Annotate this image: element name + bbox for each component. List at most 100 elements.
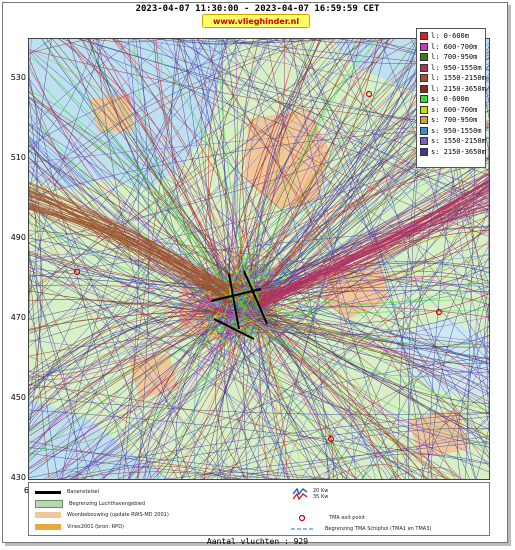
flight-track [189,310,220,348]
flight-track [29,283,221,415]
legend-swatch [420,32,428,41]
flight-track [239,39,322,302]
flight-track [487,136,489,278]
flight-track [225,39,321,294]
flight-track [218,39,254,308]
flight-track [235,298,291,479]
flight-track [144,39,256,303]
flight-track [355,465,389,479]
flight-track [199,310,233,315]
legend-swatch [420,95,428,104]
tma-exit-points [73,90,443,443]
flight-track [29,310,225,332]
y-tick-450: 450 [10,393,26,402]
legend-swatch [420,105,428,114]
flight-track [235,39,268,320]
flight-track [227,318,253,342]
flight-track [29,208,230,299]
flight-track [29,203,230,300]
flight-track [258,174,489,309]
flight-track [29,55,247,315]
flight-track [486,299,489,420]
flight-track [475,283,489,398]
flight-track [219,254,489,289]
flight-track [180,181,489,479]
legend-entry: s: 0-600m [420,94,483,105]
legend-swatch [420,116,428,125]
flight-track [81,39,241,299]
flight-track [231,279,261,312]
flight-track [241,39,260,299]
flight-track [157,304,240,479]
flight-track [247,286,465,479]
legend-swatch [420,137,428,146]
flight-track [166,39,337,43]
flight-track [229,39,310,306]
site-link[interactable]: www.vlieghinder.nl [202,14,310,28]
legend-swatch [420,42,428,51]
flight-track [258,190,489,302]
flight-track [235,229,489,311]
flight-track [231,314,489,390]
flight-track [29,96,225,318]
legend-label: l: 1550-2150m [431,74,486,83]
flight-track [29,39,279,147]
flight-track [249,328,267,352]
legend-label: l: 950-1550m [431,63,482,72]
legend-entry: l: 2150-3650m [420,84,486,95]
flight-track [29,453,285,479]
flight-track [148,304,256,479]
flight-track [253,39,441,293]
key-runway-label: Banenstelsel [67,489,100,495]
flight-track [214,261,258,285]
key-airport-label: Begrenzing Luchthavengebied [69,501,146,507]
key-housing: Woonbebouwing (update RWS-MD 2001) [35,512,169,518]
flight-tracks [29,39,489,479]
flight-track [29,412,489,478]
flight-track [29,181,230,285]
flight-track [29,39,350,392]
flight-track [29,203,254,324]
flight-track [206,309,223,314]
flight-track [219,320,489,445]
flight-track [269,39,489,287]
flight-track [29,321,221,434]
legend-swatch [420,126,428,135]
flight-track [256,288,489,363]
speed-label-high: 35 Kw [313,494,329,500]
legend-swatch [420,63,428,72]
flight-track-map[interactable] [28,38,490,480]
flight-track [29,183,230,294]
flight-track [29,144,221,311]
flight-track [144,310,235,479]
flight-track [258,192,489,295]
legend-swatch [420,84,428,93]
flight-track [258,207,489,311]
flight-track [256,39,380,303]
y-tick-510: 510 [10,153,26,162]
flight-track [29,314,232,418]
flight-track [29,148,152,479]
flight-track [77,286,227,479]
flight-track [200,39,237,299]
flight-track [258,187,489,303]
flight-track [29,39,135,132]
flight-track [246,269,260,305]
flight-track [29,205,230,291]
flight-track [41,39,255,305]
legend-label: l: 2150-3650m [431,84,486,93]
flight-track [239,39,292,294]
flight-track [29,39,377,320]
legend-label: s: 1550-2150m [431,137,486,146]
runway-swatch [35,490,61,494]
flight-track [484,302,489,377]
flight-track [236,266,277,301]
legend-entry: s: 2150-3650m [420,147,486,158]
legend-label: l: 700-950m [431,53,478,62]
flight-track [258,179,489,300]
flight-track [92,39,166,43]
flight-track [242,303,294,324]
flight-track [91,39,489,381]
flight-track [184,282,226,326]
flight-track [29,90,220,319]
